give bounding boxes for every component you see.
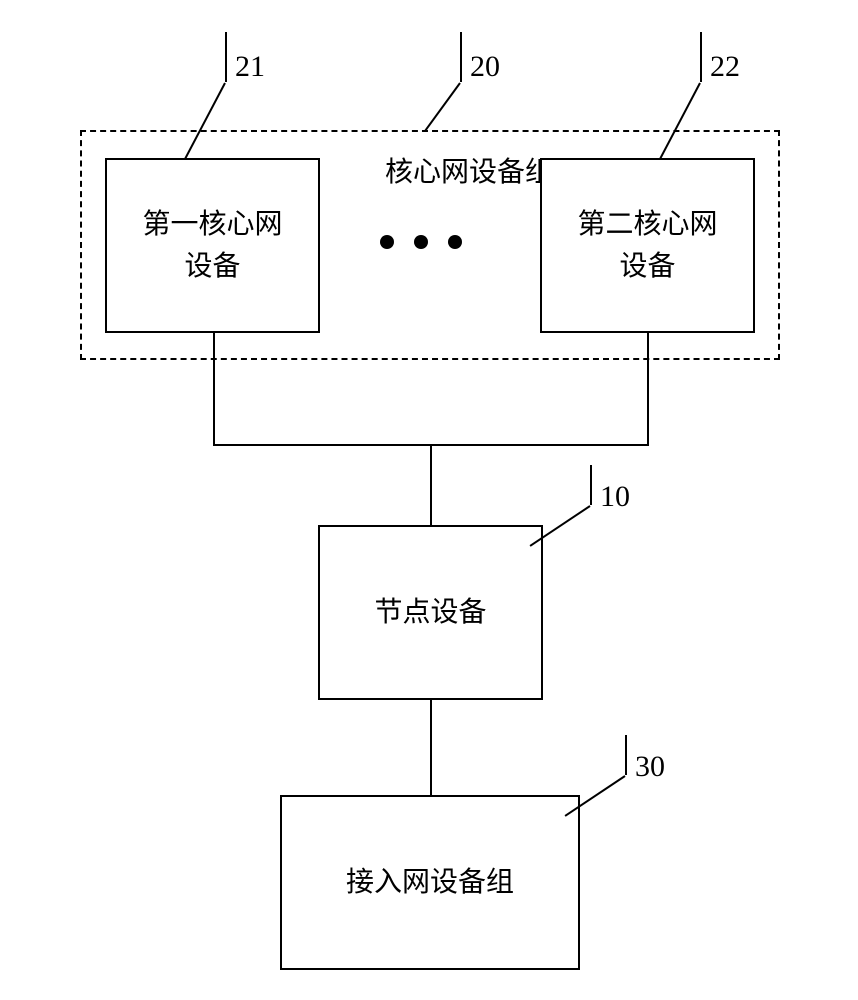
ellipsis-icon (380, 235, 462, 249)
connector-line (213, 333, 215, 446)
ref-number-10: 10 (600, 480, 630, 514)
dot-icon (380, 235, 394, 249)
leader-line (460, 32, 462, 82)
leader-line (700, 32, 702, 82)
first-core-network-device-box: 第一核心网 设备 (105, 158, 320, 333)
connector-line (647, 333, 649, 446)
ref-number-22: 22 (710, 50, 740, 84)
second-core-network-device-label: 第二核心网 设备 (577, 204, 717, 288)
dot-icon (448, 235, 462, 249)
node-device-label: 节点设备 (374, 592, 486, 634)
ref-number-21: 21 (235, 50, 265, 84)
access-network-group-box: 接入网设备组 (280, 795, 580, 970)
core-network-group-label: 核心网设备组 (385, 150, 553, 190)
leader-line (625, 735, 627, 775)
second-core-network-device-box: 第二核心网 设备 (540, 158, 755, 333)
ref-number-20: 20 (470, 50, 500, 84)
access-network-group-label: 接入网设备组 (346, 862, 514, 904)
dot-icon (414, 235, 428, 249)
ref-number-30: 30 (635, 750, 665, 784)
first-core-network-device-label: 第一核心网 设备 (142, 204, 282, 288)
leader-line (590, 465, 592, 505)
connector-line (430, 700, 432, 795)
leader-line (424, 82, 461, 131)
connector-line (430, 444, 432, 525)
network-diagram: 核心网设备组 第一核心网 设备 第二核心网 设备 节点设备 接入网设备组 20 (0, 0, 858, 1000)
leader-line (225, 32, 227, 82)
node-device-box: 节点设备 (318, 525, 543, 700)
